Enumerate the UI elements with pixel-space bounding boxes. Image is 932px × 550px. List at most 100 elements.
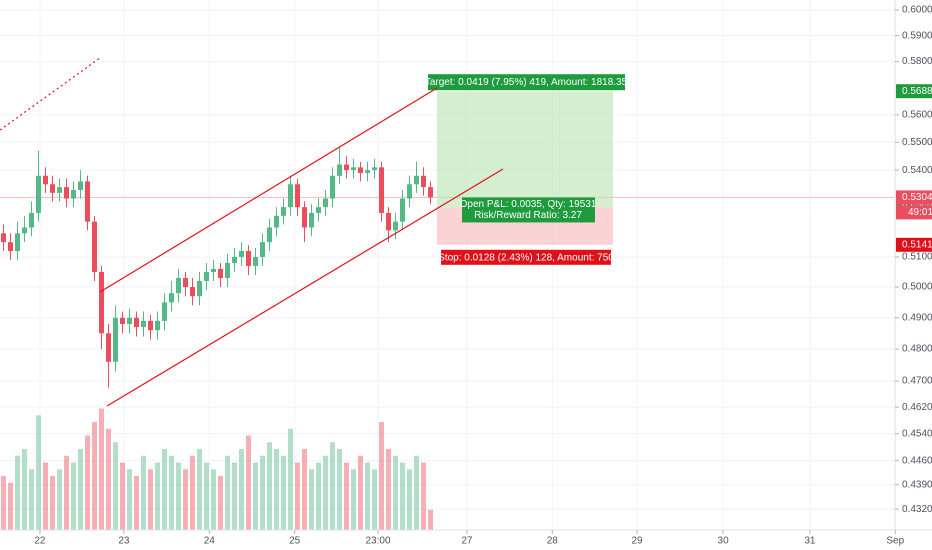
pnl-label: Open P&L: 0.0035, Qty: 19531 bbox=[460, 199, 597, 210]
stop-label-box bbox=[441, 249, 611, 265]
volume-bar bbox=[351, 469, 356, 530]
candle-body bbox=[421, 175, 426, 188]
candle-body bbox=[78, 181, 83, 190]
candle-body bbox=[8, 242, 13, 252]
volume-bar bbox=[183, 469, 188, 530]
volume-bar bbox=[1, 476, 6, 530]
volume-bar bbox=[71, 462, 76, 530]
volume bbox=[1, 408, 433, 530]
candle-body bbox=[330, 175, 335, 199]
price-marker: 0.5141 bbox=[902, 239, 932, 250]
volume-bar bbox=[260, 455, 265, 530]
candle-body bbox=[323, 198, 328, 208]
target-zone bbox=[437, 91, 613, 208]
candle-body bbox=[127, 317, 132, 324]
volume-bar bbox=[134, 476, 139, 530]
candle-body bbox=[344, 164, 349, 171]
x-tick-label: 31 bbox=[804, 536, 816, 547]
position-tool: Target: 0.0419 (7.95%) 419, Amount: 1818… bbox=[425, 74, 628, 265]
volume-bar bbox=[379, 422, 384, 530]
volume-bar bbox=[239, 449, 244, 530]
volume-bar bbox=[267, 442, 272, 530]
candle-body bbox=[141, 320, 146, 328]
volume-bar bbox=[85, 435, 90, 530]
candle-body bbox=[15, 233, 20, 252]
candle-body bbox=[120, 317, 125, 324]
candle-body bbox=[43, 175, 48, 185]
volume-bar bbox=[316, 462, 321, 530]
candle-body bbox=[281, 207, 286, 216]
stop-label: Stop: 0.0128 (2.43%) 128, Amount: 750 bbox=[438, 252, 614, 263]
candle-body bbox=[99, 271, 104, 334]
candle-body bbox=[155, 320, 160, 331]
volume-bar bbox=[106, 428, 111, 530]
volume-bar bbox=[288, 428, 293, 530]
candle-body bbox=[232, 256, 237, 263]
volume-bar bbox=[407, 469, 412, 530]
volume-bar bbox=[414, 455, 419, 530]
volume-bar bbox=[330, 442, 335, 530]
volume-bar bbox=[8, 482, 13, 530]
volume-bar bbox=[197, 449, 202, 530]
volume-bar bbox=[36, 415, 41, 530]
y-tick-label: 0.4900 bbox=[902, 312, 932, 323]
candle-body bbox=[379, 167, 384, 213]
volume-bar bbox=[309, 469, 314, 530]
volume-bar bbox=[253, 462, 258, 530]
x-tick-label: 29 bbox=[631, 536, 643, 547]
candle-body bbox=[337, 164, 342, 176]
candle-body bbox=[274, 215, 279, 228]
y-tick-label: 0.4620 bbox=[902, 402, 932, 413]
countdown-box bbox=[896, 205, 932, 220]
volume-bar bbox=[141, 455, 146, 530]
y-tick-label: 0.4460 bbox=[902, 455, 932, 466]
candle-body bbox=[386, 212, 391, 231]
volume-bar bbox=[50, 476, 55, 530]
x-tick-label: 23:00 bbox=[365, 536, 390, 547]
volume-bar bbox=[372, 469, 377, 530]
volume-bar bbox=[15, 455, 20, 530]
candle-body bbox=[267, 227, 272, 243]
y-tick-label: 0.5800 bbox=[902, 56, 932, 67]
volume-bar bbox=[92, 422, 97, 530]
candle-body bbox=[351, 167, 356, 171]
volume-bar bbox=[358, 455, 363, 530]
volume-bar bbox=[127, 469, 132, 530]
y-tick-label: 0.5400 bbox=[902, 165, 932, 176]
volume-bar bbox=[337, 449, 342, 530]
y-tick-label: 0.6000 bbox=[902, 5, 932, 16]
y-tick-label: 0.5100 bbox=[902, 252, 932, 263]
candle-body bbox=[148, 320, 153, 331]
volume-bar bbox=[344, 462, 349, 530]
volume-bar bbox=[386, 449, 391, 530]
candle-body bbox=[309, 212, 314, 228]
candle-body bbox=[162, 302, 167, 321]
last-price-marker-box bbox=[896, 190, 932, 205]
candles bbox=[1, 147, 433, 388]
volume-bar bbox=[365, 462, 370, 530]
volume-bar bbox=[246, 435, 251, 530]
candle-body bbox=[358, 167, 363, 173]
candle-body bbox=[316, 207, 321, 213]
target-label: Target: 0.0419 (7.95%) 419, Amount: 1818… bbox=[425, 77, 628, 88]
volume-bar bbox=[393, 455, 398, 530]
candle-body bbox=[50, 184, 55, 193]
volume-bar bbox=[64, 455, 69, 530]
candle-body bbox=[218, 268, 223, 278]
volume-bar bbox=[281, 455, 286, 530]
candle-body bbox=[428, 187, 433, 198]
volume-bar bbox=[190, 455, 195, 530]
candle-body bbox=[36, 175, 41, 213]
channel-lower bbox=[106, 168, 504, 407]
candle-body bbox=[71, 189, 76, 199]
candle-body bbox=[22, 227, 27, 234]
candle-body bbox=[365, 170, 370, 173]
x-tick-label: 30 bbox=[718, 536, 730, 547]
volume-bar bbox=[113, 442, 118, 530]
candle-body bbox=[204, 271, 209, 281]
volume-bar bbox=[225, 455, 230, 530]
y-tick-label: 0.4540 bbox=[902, 428, 932, 439]
x-tick-label: 25 bbox=[289, 536, 301, 547]
volume-bar bbox=[204, 462, 209, 530]
channel-upper bbox=[99, 87, 438, 293]
